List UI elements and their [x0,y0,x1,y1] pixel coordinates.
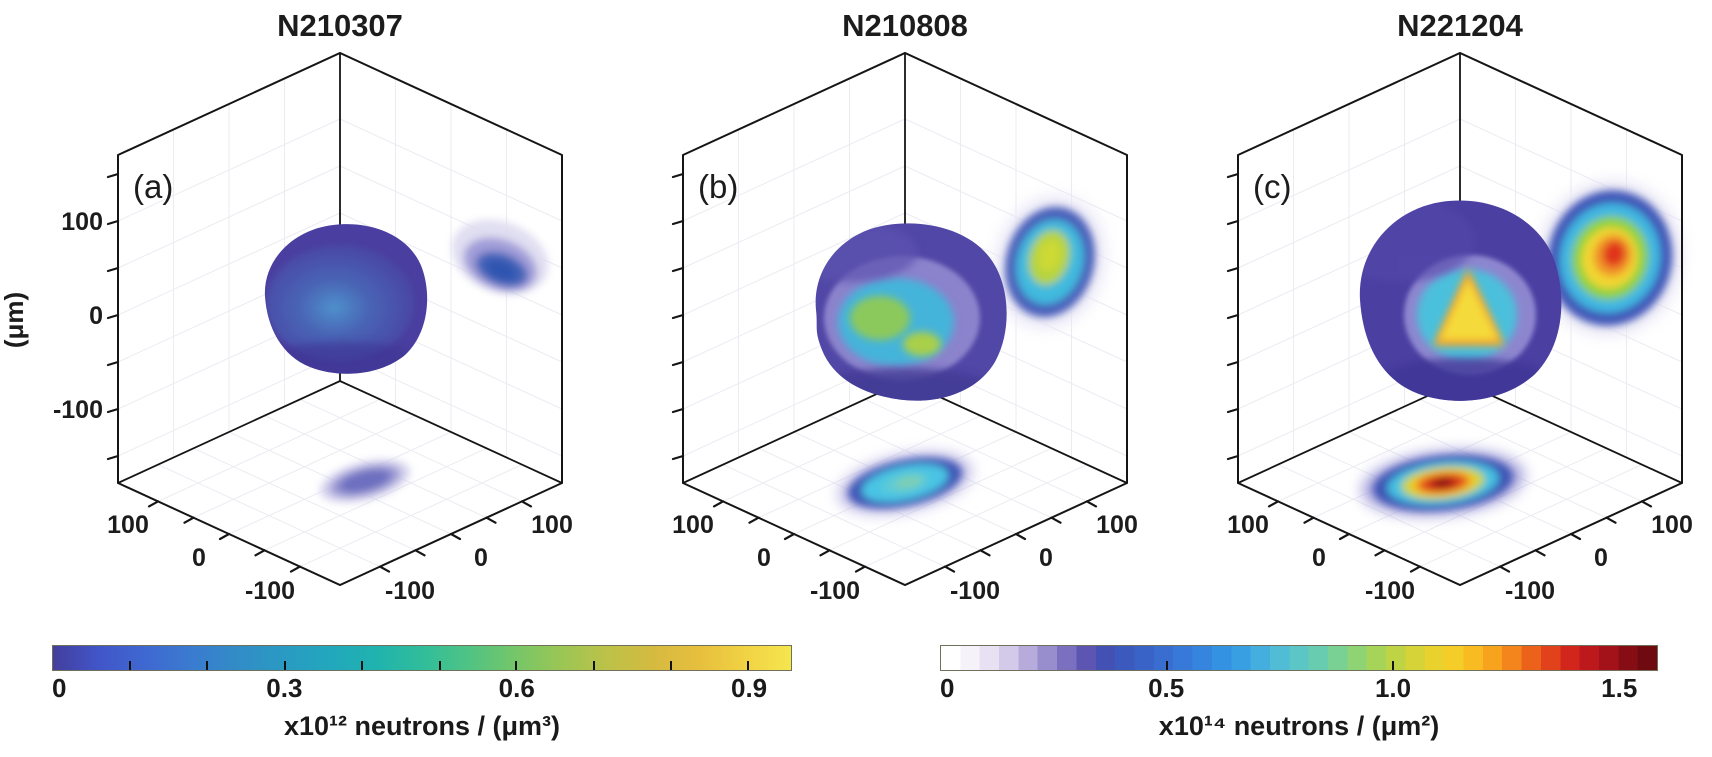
axis-ticks [106,172,533,573]
wall-projection-a [451,219,549,295]
z-tick-label: -100 [53,396,103,424]
colorbar-tick-label: 0 [52,673,67,703]
colorbar-tick [361,661,364,670]
colorbar-tick [129,661,132,670]
colorbar-tick-label: 0.6 [498,673,535,703]
y-tick-label: 0 [1039,544,1053,572]
colorbar-tick [1391,661,1394,670]
wall-projection-b [993,194,1107,330]
x-tick-label: 100 [1227,511,1269,539]
colorbar-tick [747,661,750,670]
x-tick-label: 0 [1312,544,1326,572]
colorbar-tick-label: 0.5 [1148,673,1185,703]
cube-front-edges [682,51,1128,587]
colorbar-tick [283,661,286,670]
colorbar-tick-label: 1.0 [1374,673,1412,703]
colorbar-tick-label: 0.3 [266,673,303,703]
y-tick-label: 0 [1594,544,1608,572]
y-tick-label: -100 [950,577,1000,605]
panel-c-corner-label: (c) [1253,168,1291,205]
volume-density-colorbar-gradient [52,645,792,671]
central-isosurface-b [815,223,1007,401]
x-tick-label: 100 [107,511,149,539]
z-tick-label: 0 [89,302,103,330]
x-tick-label: 0 [757,544,771,572]
colorbar-tick [670,661,673,670]
volume-density-colorbar: 0 0.3 0.6 0.9 x10¹² neutrons / (μm³) [52,645,792,742]
x-tick-label: 0 [192,544,206,572]
areal-density-colorbar-gradient [940,645,1658,671]
x-tick-label: 100 [672,511,714,539]
central-isosurface-a [264,224,428,374]
x-tick-label: -100 [1365,577,1415,605]
x-tick-label: -100 [245,577,295,605]
y-tick-label: -100 [1505,577,1555,605]
areal-density-colorbar: 0 0.5 1.0 1.5 x10¹⁴ neutrons / (μm²) [940,645,1658,742]
axis-ticks [671,172,1098,573]
cube-front-edges [117,51,563,587]
z-axis-unit-label: (μm) [0,292,29,348]
panel-c: N221204 (c) 100 0 -100 -100 0 100 [1226,8,1693,605]
floor-projection-a [320,459,410,503]
z-tick-label: 100 [61,208,103,236]
colorbar-tick-label: 0.9 [731,673,768,703]
areal-colorbar-tick-labels: 0 0.5 1.0 1.5 [940,673,1658,703]
panel-b-title: N210808 [842,8,968,43]
panel-c-title: N221204 [1397,8,1524,43]
y-tick-label: 100 [531,511,573,539]
colorbar-tick [1165,661,1168,670]
x-tick-label: -100 [810,577,860,605]
panel-a-corner-label: (a) [133,168,173,205]
y-tick-label: -100 [385,577,435,605]
axis-ticks [1226,172,1653,573]
panel-b-corner-label: (b) [698,168,738,205]
y-tick-label: 0 [474,544,488,572]
floor-projection-c [1361,450,1525,516]
areal-colorbar-title: x10¹⁴ neutrons / (μm²) [1158,711,1440,741]
colorbar-tick [206,661,209,670]
y-tick-label: 100 [1651,511,1693,539]
colorbar-tick-label: 1.5 [1601,673,1638,703]
panel-a: N210307 (a) 100 0 -100 (μm) 100 0 -100 -… [0,8,573,605]
cube-front-edges [1237,51,1683,587]
panel-b: N210808 (b) 100 0 -100 -100 0 100 [671,8,1138,605]
colorbar-tick [592,661,595,670]
colorbar-tick [438,661,441,670]
colorbar-tick-label: 0 [940,673,955,703]
wall-projection-c [1537,180,1683,336]
colorbar-tick [515,661,518,670]
volume-colorbar-title: x10¹² neutrons / (μm³) [283,711,561,741]
floor-projection-b [838,452,972,514]
y-tick-label: 100 [1096,511,1138,539]
panel-a-title: N210307 [277,8,403,43]
volume-colorbar-tick-labels: 0 0.3 0.6 0.9 [52,673,792,703]
